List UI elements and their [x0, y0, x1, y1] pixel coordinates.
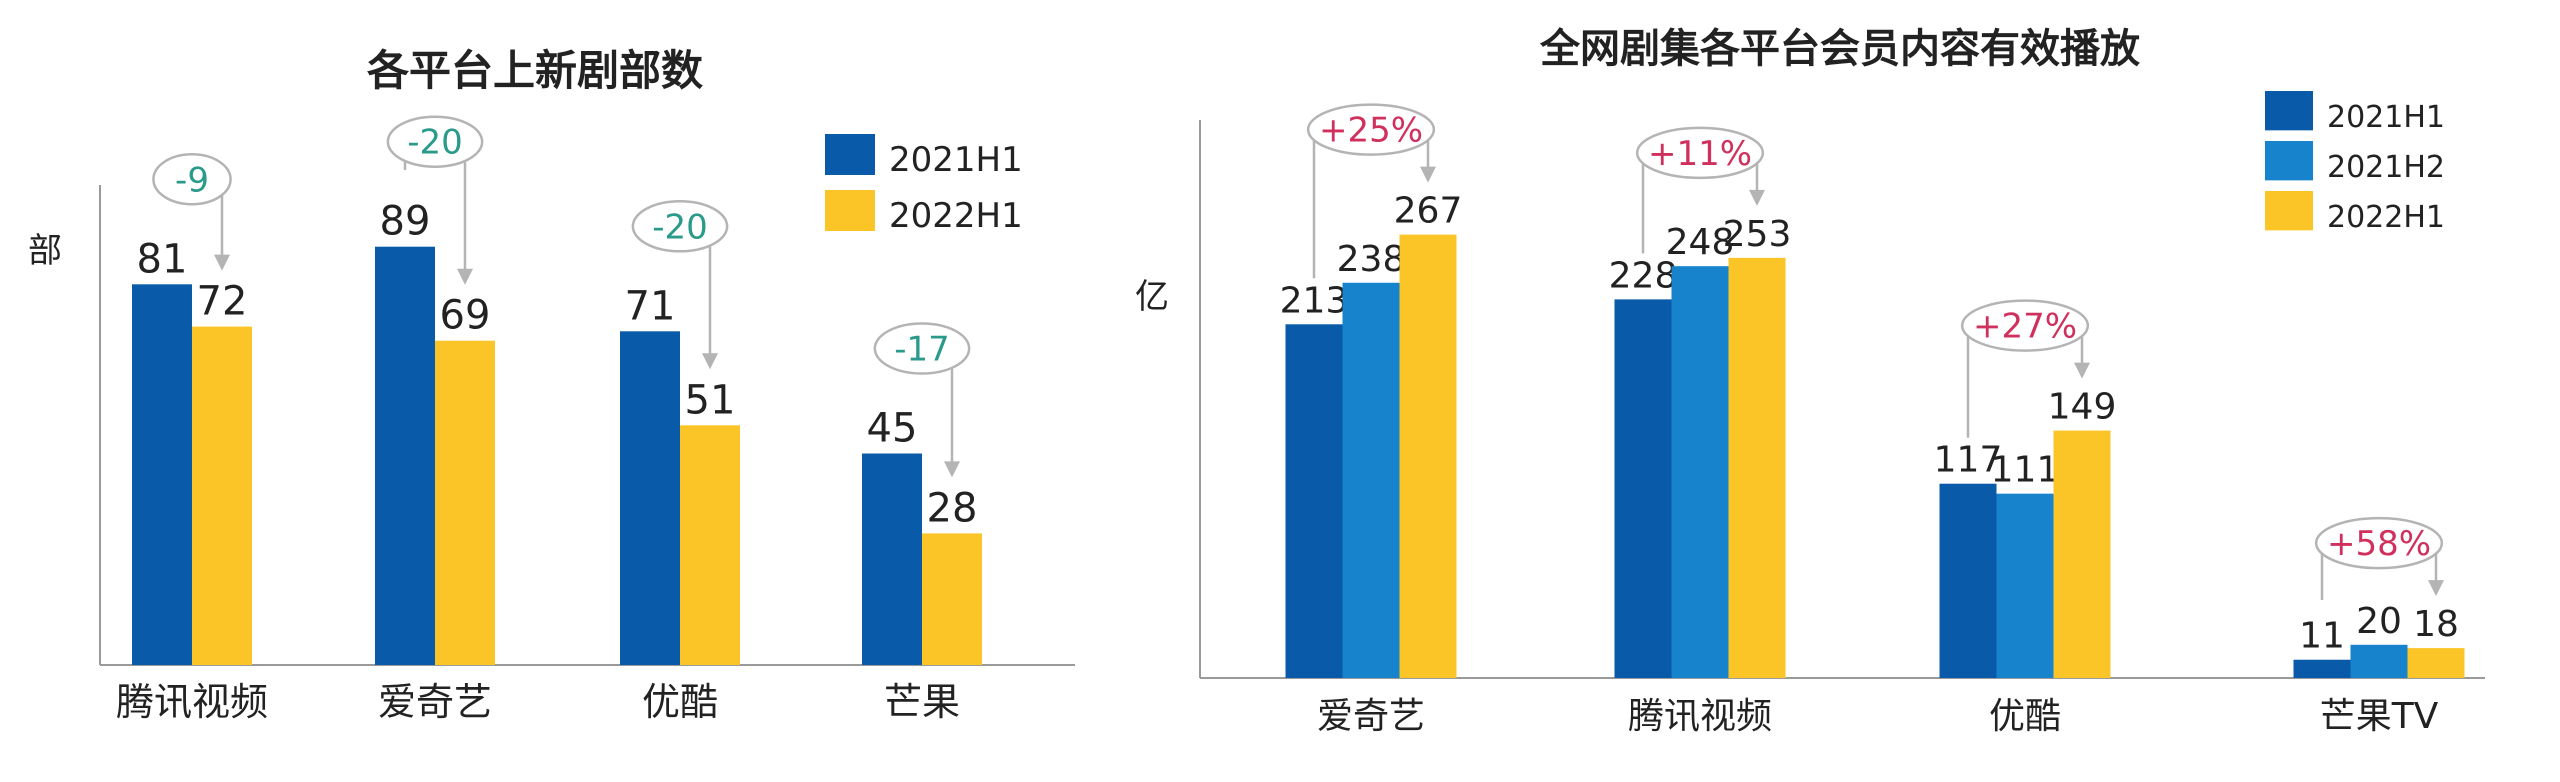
right-legend-label: 2021H1 — [2327, 100, 2445, 135]
right-y-axis-label: 亿 — [1135, 277, 1169, 317]
right-value-label: 248 — [1666, 222, 1735, 263]
right-bar-2021H1-2 — [1939, 483, 1997, 678]
right-value-label: 18 — [2413, 604, 2459, 645]
left-legend-swatch-2022H1 — [825, 190, 875, 231]
right-category-label: 芒果TV — [2320, 696, 2439, 737]
right-value-label: 228 — [1609, 255, 1678, 296]
right-value-label: 111 — [1991, 450, 2060, 491]
right-category-label: 优酷 — [1989, 696, 2061, 737]
left-bar-2021H1-2 — [620, 331, 680, 665]
left-category-label: 爱奇艺 — [378, 680, 492, 724]
left-bar-2022H1-2 — [680, 425, 740, 665]
right-change-pill — [2314, 516, 2444, 570]
left-bar-2021H1-0 — [132, 284, 192, 665]
left-value-label: 71 — [625, 283, 676, 329]
right-bar-2021H1-0 — [1285, 324, 1343, 678]
left-change-label: -17 — [894, 330, 950, 370]
right-category-label: 爱奇艺 — [1317, 696, 1425, 737]
right-value-label: 11 — [2299, 616, 2345, 657]
right-change-label: +27% — [1973, 307, 2077, 347]
left-bar-2021H1-1 — [375, 246, 435, 665]
left-change-pill — [631, 200, 729, 253]
left-value-label: 51 — [685, 377, 736, 423]
left-change-pill — [386, 115, 484, 168]
right-change-arrowhead — [2428, 580, 2444, 597]
right-value-label: 149 — [2048, 387, 2117, 428]
right-value-label: 238 — [1337, 239, 1406, 280]
left-bar-2022H1-3 — [922, 533, 982, 665]
right-bar-2021H2-3 — [2350, 644, 2408, 678]
left-bar-2022H1-1 — [435, 340, 495, 665]
left-category-label: 腾讯视频 — [116, 680, 268, 724]
left-change-arrowhead — [944, 461, 960, 478]
left-value-label: 45 — [867, 406, 918, 452]
left-value-label: 69 — [440, 293, 491, 339]
right-bar-2021H2-0 — [1342, 282, 1400, 678]
left-bar-2021H1-3 — [862, 453, 922, 665]
left-value-label: 28 — [927, 485, 978, 531]
right-bar-2022H1-3 — [2407, 648, 2465, 678]
left-bar-2022H1-0 — [192, 326, 252, 665]
right-change-pill — [1635, 126, 1765, 180]
right-legend-label: 2022H1 — [2327, 200, 2445, 235]
right-value-label: 20 — [2356, 601, 2402, 642]
right-value-label: 117 — [1934, 440, 2003, 481]
right-bar-2022H1-1 — [1728, 257, 1786, 678]
right-bar-2022H1-2 — [2053, 430, 2111, 678]
right-change-pill — [1960, 299, 2090, 352]
right-legend-swatch-2022H1 — [2265, 191, 2313, 231]
left-chart-panel: 各平台上新剧部数部 2021H1 2022H1 81 72 腾讯视频 -9 89 69 爱奇艺 -2… — [0, 0, 1100, 778]
left-chart-title: 各平台上新剧部数 — [367, 46, 703, 95]
right-value-label: 253 — [1723, 214, 1792, 255]
left-change-arrowhead — [457, 268, 473, 285]
left-category-label: 优酷 — [642, 680, 718, 724]
right-change-label: +11% — [1648, 134, 1752, 174]
right-change-label: +58% — [2327, 524, 2431, 564]
right-change-arrowhead — [1749, 189, 1765, 206]
left-change-pill — [152, 153, 232, 206]
left-change-arrowhead — [702, 353, 718, 370]
right-bar-2021H1-1 — [1614, 299, 1672, 678]
right-category-label: 腾讯视频 — [1628, 696, 1772, 737]
right-change-pill — [1306, 103, 1436, 156]
right-chart-panel: 全网剧集各平台会员内容有效播放亿 2021H1 2021H2 2022H1 213 238… — [1120, 0, 2560, 778]
left-value-label: 72 — [197, 279, 248, 325]
right-legend-label: 2021H2 — [2327, 150, 2445, 185]
left-value-label: 81 — [137, 236, 188, 282]
left-y-axis-label: 部 — [28, 231, 62, 271]
right-change-arrowhead — [1420, 166, 1436, 183]
right-value-label: 267 — [1394, 191, 1463, 232]
left-change-pill — [873, 322, 971, 375]
right-bar-2021H2-1 — [1671, 266, 1729, 678]
right-legend-swatch-2021H2 — [2265, 141, 2313, 181]
left-change-label: -20 — [407, 123, 463, 163]
left-change-label: -9 — [175, 160, 209, 200]
left-change-label: -20 — [652, 207, 708, 247]
left-legend-swatch-2021H1 — [825, 134, 875, 175]
left-legend-label: 2021H1 — [889, 140, 1023, 180]
left-value-label: 89 — [380, 199, 431, 245]
left-change-arrowhead — [214, 254, 230, 271]
right-legend-swatch-2021H1 — [2265, 91, 2313, 131]
right-value-label: 213 — [1280, 280, 1349, 321]
right-bar-2021H1-3 — [2293, 659, 2351, 678]
right-change-arrowhead — [2074, 362, 2090, 379]
right-bar-2022H1-0 — [1399, 234, 1457, 679]
left-category-label: 芒果 — [884, 680, 960, 724]
left-legend-label: 2022H1 — [889, 196, 1023, 236]
right-bar-2021H2-2 — [1996, 493, 2054, 678]
right-chart-title: 全网剧集各平台会员内容有效播放 — [1539, 26, 2140, 72]
right-change-label: +25% — [1319, 111, 1423, 151]
